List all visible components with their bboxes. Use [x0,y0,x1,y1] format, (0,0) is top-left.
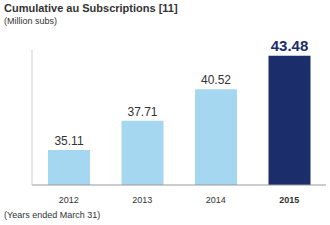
svg-text:37.71: 37.71 [127,105,157,119]
svg-text:2015: 2015 [279,195,299,205]
html-text:Cumulative au Subscriptions [1: Cumulative au Subscriptions [11] [4,2,178,14]
svg-text:40.52: 40.52 [201,73,231,87]
svg-text:35.11: 35.11 [54,134,83,148]
svg-text:2013: 2013 [132,195,152,205]
svg-text:43.48: 43.48 [271,37,309,54]
html-text:(Million subs): (Million subs) [4,16,57,26]
svg-text:2014: 2014 [206,195,226,205]
html-text:(Years ended March 31): (Years ended March 31) [4,210,101,220]
svg-text:2012: 2012 [59,195,79,205]
